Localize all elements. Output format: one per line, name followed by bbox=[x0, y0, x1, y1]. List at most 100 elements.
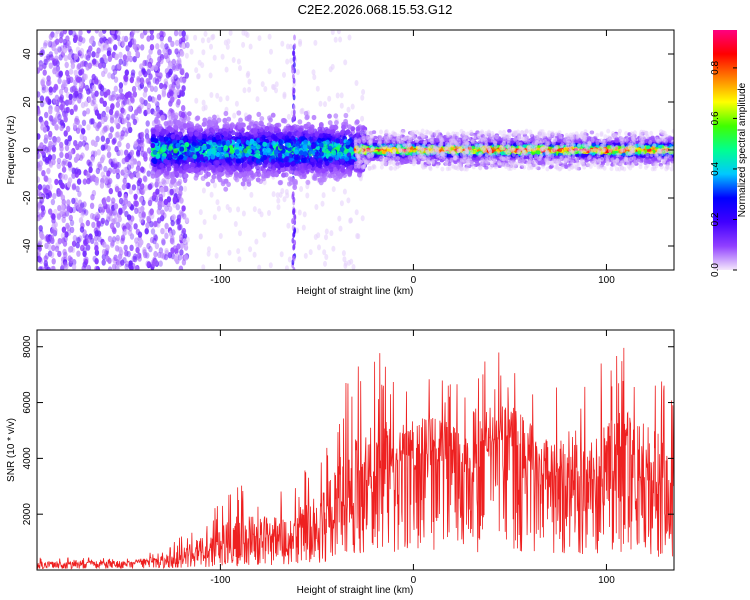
heatmap-cell bbox=[131, 30, 136, 36]
heatmap-cell bbox=[68, 93, 73, 101]
heatmap-cell bbox=[123, 198, 129, 205]
heatmap-cell bbox=[276, 204, 281, 211]
heatmap-cell bbox=[97, 121, 102, 128]
heatmap-cell bbox=[148, 197, 153, 204]
heatmap-cell bbox=[351, 264, 356, 270]
heatmap-cell bbox=[194, 97, 199, 104]
heatmap-cell bbox=[57, 205, 62, 212]
heatmap-cell bbox=[88, 161, 93, 168]
heatmap-cell bbox=[42, 69, 47, 76]
heatmap-cell bbox=[135, 165, 141, 172]
heatmap-cell bbox=[291, 218, 294, 225]
heatmap-cell bbox=[200, 175, 206, 181]
heatmap-cell bbox=[61, 216, 66, 223]
heatmap-cell bbox=[181, 77, 187, 84]
heatmap-cell bbox=[62, 240, 68, 247]
heatmap-cell bbox=[159, 82, 164, 90]
heatmap-cell bbox=[267, 68, 272, 75]
heatmap-cell bbox=[91, 51, 96, 58]
heatmap-cell bbox=[59, 119, 65, 126]
heatmap-cell bbox=[143, 151, 148, 158]
heatmap-cell bbox=[123, 244, 128, 252]
heatmap-cell bbox=[181, 105, 186, 112]
heatmap-cell bbox=[77, 190, 82, 198]
heatmap-cell bbox=[47, 39, 52, 47]
heatmap-cell bbox=[61, 198, 66, 206]
heatmap-cell bbox=[310, 143, 316, 149]
heatmap-cell bbox=[131, 85, 137, 93]
heatmap-cell bbox=[172, 119, 178, 125]
heatmap-cell bbox=[281, 172, 287, 178]
heatmap-cell bbox=[234, 131, 240, 137]
heatmap-cell bbox=[47, 41, 53, 48]
heatmap-cell bbox=[174, 48, 179, 55]
heatmap-cell bbox=[212, 214, 217, 221]
heatmap-cell bbox=[247, 78, 252, 85]
heatmap-cell bbox=[105, 137, 111, 144]
heatmap-cell bbox=[116, 96, 121, 103]
heatmap-cell bbox=[60, 182, 65, 190]
heatmap-cell bbox=[170, 158, 176, 164]
heatmap-cell bbox=[156, 169, 162, 175]
heatmap-cell bbox=[197, 135, 203, 141]
heatmap-cell bbox=[91, 85, 97, 92]
heatmap-cell bbox=[177, 57, 182, 64]
heatmap-cell bbox=[145, 260, 150, 267]
heatmap-cell bbox=[170, 179, 176, 185]
heatmap-cell bbox=[44, 120, 49, 127]
heatmap-cell bbox=[343, 262, 348, 269]
heatmap-cell bbox=[127, 105, 132, 112]
heatmap-cell bbox=[120, 107, 125, 114]
heatmap-cell bbox=[170, 134, 176, 140]
heatmap-cell bbox=[278, 139, 283, 145]
heatmap-cell bbox=[51, 213, 56, 220]
heatmap-cell bbox=[95, 51, 100, 58]
heatmap-cell bbox=[134, 265, 139, 270]
heatmap-cell bbox=[222, 131, 228, 137]
heatmap-cell bbox=[75, 46, 81, 53]
heatmap-cell bbox=[206, 150, 212, 157]
heatmap-cell bbox=[226, 38, 231, 45]
heatmap-cell bbox=[286, 113, 291, 120]
heatmap-cell bbox=[164, 247, 169, 255]
heatmap-cell bbox=[217, 177, 223, 183]
heatmap-cell bbox=[222, 117, 228, 123]
heatmap-cell bbox=[183, 185, 188, 192]
heatmap-cell bbox=[170, 219, 175, 227]
heatmap-cell bbox=[214, 252, 219, 259]
heatmap-cell bbox=[164, 81, 169, 88]
heatmap-cell bbox=[48, 108, 53, 115]
heatmap-cell bbox=[37, 189, 41, 196]
heatmap-cell bbox=[289, 57, 294, 64]
heatmap-cell bbox=[50, 198, 56, 206]
heatmap-cell bbox=[55, 30, 60, 35]
heatmap-cell bbox=[109, 222, 115, 230]
heatmap-cell bbox=[112, 227, 117, 234]
heatmap-cell bbox=[37, 214, 41, 222]
heatmap-cell bbox=[73, 104, 78, 111]
heatmap-cell bbox=[210, 165, 216, 171]
heatmap-cell bbox=[132, 118, 138, 126]
heatmap-cell bbox=[224, 66, 229, 73]
heatmap-cell bbox=[69, 108, 75, 116]
heatmap-cell bbox=[184, 163, 190, 169]
heatmap-cell bbox=[61, 160, 66, 167]
heatmap-cell bbox=[302, 144, 308, 150]
heatmap-cell bbox=[151, 260, 156, 268]
heatmap-cell bbox=[181, 85, 186, 92]
heatmap-cell bbox=[59, 151, 64, 159]
heatmap-cell bbox=[182, 213, 187, 220]
heatmap-cell bbox=[107, 37, 112, 44]
heatmap-cell bbox=[146, 35, 151, 42]
heatmap-cell bbox=[67, 246, 73, 253]
heatmap-cell bbox=[354, 80, 359, 86]
heatmap-cell bbox=[96, 220, 101, 227]
heatmap-cell bbox=[290, 135, 296, 141]
heatmap-cell bbox=[100, 45, 105, 52]
heatmap-cell bbox=[129, 244, 134, 251]
heatmap-cell bbox=[258, 178, 264, 184]
heatmap-cell bbox=[184, 72, 189, 79]
heatmap-cell bbox=[194, 131, 199, 137]
heatmap-cell bbox=[66, 199, 71, 206]
heatmap-cell bbox=[90, 139, 96, 146]
